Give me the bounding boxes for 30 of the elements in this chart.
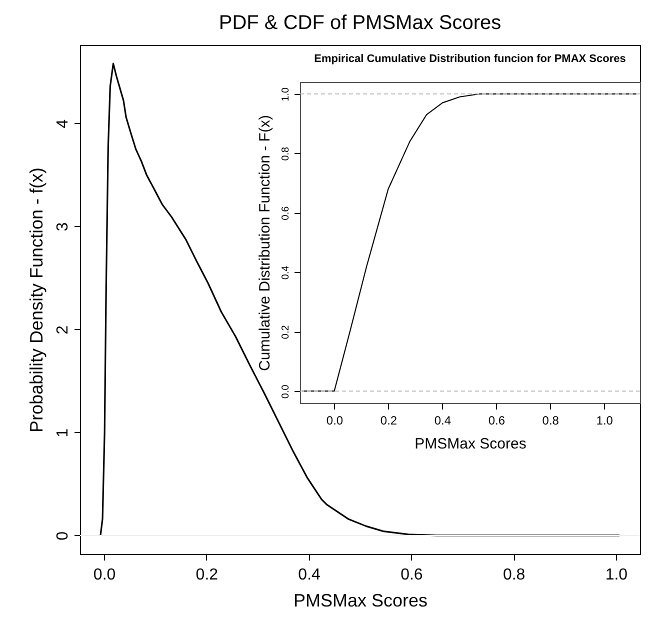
x-tick-label: 0.2 bbox=[380, 414, 398, 428]
y-tick-label: 1.0 bbox=[280, 87, 292, 102]
y-tick-label: 0.4 bbox=[280, 265, 292, 280]
y-tick-label: 0 bbox=[54, 531, 72, 540]
x-tick-label: 0.4 bbox=[298, 566, 321, 584]
y-tick-label: 4 bbox=[54, 119, 72, 128]
line-series bbox=[100, 62, 620, 536]
x-tick-label: 0.2 bbox=[196, 566, 218, 584]
x-axis-title: PMSMax Scores bbox=[293, 590, 428, 610]
y-axis-title: Probability Density Function - f(x) bbox=[26, 167, 46, 433]
x-tick-label: 0.0 bbox=[93, 566, 116, 584]
y-tick-label: 0.0 bbox=[280, 384, 292, 399]
y-tick-label: 0.6 bbox=[280, 206, 292, 220]
chart-title: Empirical Cumulative Distribution funcion for PMAX Scores bbox=[314, 53, 626, 65]
x-tick-label: 0.6 bbox=[488, 414, 506, 428]
y-tick-label: 2 bbox=[54, 325, 72, 334]
x-tick-label: 0.4 bbox=[434, 414, 452, 428]
x-tick-label: 0.8 bbox=[502, 566, 526, 584]
y-tick-label: 1 bbox=[54, 428, 72, 438]
y-tick-label: 0.2 bbox=[280, 324, 292, 340]
y-tick-label: 0.8 bbox=[280, 146, 292, 161]
x-tick-label: 0.0 bbox=[326, 414, 344, 428]
x-tick-label: 1.0 bbox=[605, 566, 628, 584]
y-tick-label: 3 bbox=[54, 222, 72, 232]
chart-title: PDF & CDF of PMSMax Scores bbox=[218, 12, 502, 34]
x-tick-label: 0.6 bbox=[400, 566, 423, 584]
y-axis-title: Cumulative Distribution Function - F(x) bbox=[256, 115, 274, 371]
x-axis-title: PMSMax Scores bbox=[414, 436, 526, 452]
x-tick-label: 1.0 bbox=[596, 414, 614, 428]
x-tick-label: 0.8 bbox=[542, 414, 560, 428]
